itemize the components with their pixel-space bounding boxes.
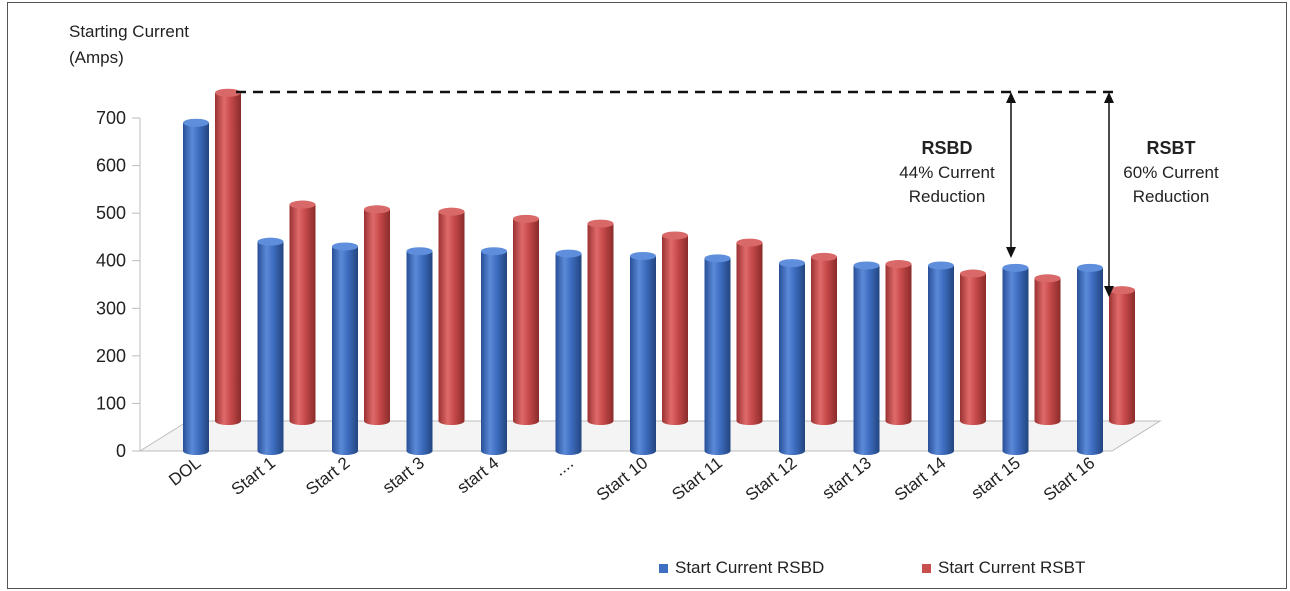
bars-group <box>183 88 1135 455</box>
x-tick-label: start 4 <box>454 453 503 497</box>
bar-rsbd <box>555 249 582 455</box>
bar-rsbt <box>513 214 539 425</box>
y-tick-label: 500 <box>96 203 126 223</box>
y-axis-title-line1: Starting Current <box>69 22 189 41</box>
rsbd-annotation-line2: Reduction <box>909 187 986 206</box>
x-tick-label: Start 16 <box>1040 453 1099 505</box>
bar-rsbt <box>662 231 688 425</box>
bar-rsbt <box>438 207 465 425</box>
x-tick-label: Start 2 <box>302 453 353 499</box>
bar-rsbd <box>704 254 731 455</box>
bar-rsbt <box>960 269 986 425</box>
bar-rsbd <box>332 242 358 455</box>
legend: Start Current RSBD Start Current RSBT <box>659 558 1085 577</box>
x-tick-label: start 3 <box>379 453 428 497</box>
rsbt-annotation-title: RSBT <box>1147 138 1196 158</box>
chart-frame: Starting Current (Amps) 0 100 200 300 400 500… <box>7 2 1287 589</box>
x-tick-label: Start 10 <box>593 453 652 505</box>
x-tick-label: DOL <box>165 453 204 490</box>
rsbd-reduction-arrow <box>1006 92 1016 258</box>
x-tick-label: start 13 <box>819 453 875 503</box>
bar-rsbd <box>779 259 805 455</box>
rsbd-annotation-line1: 44% Current <box>899 163 995 182</box>
x-tick-label: Start 11 <box>668 453 726 504</box>
y-tick-label: 300 <box>96 298 126 318</box>
bar-rsbt <box>1109 286 1135 425</box>
bar-rsbt <box>364 205 390 425</box>
y-tick-label: 0 <box>116 441 126 461</box>
rsbd-annotation-title: RSBD <box>921 138 972 158</box>
bar-rsbd <box>406 247 433 455</box>
bar-rsbt <box>289 200 316 425</box>
bar-rsbt <box>1034 274 1061 425</box>
legend-label-rsbd: Start Current RSBD <box>675 558 824 577</box>
y-tick-label: 200 <box>96 346 126 366</box>
bar-rsbd <box>853 261 880 455</box>
rsbt-annotation-line2: Reduction <box>1133 187 1210 206</box>
legend-swatch-rsbd <box>659 564 668 573</box>
bar-rsbt <box>587 219 614 425</box>
y-tick-label: 400 <box>96 251 126 271</box>
bar-rsbt <box>736 238 763 425</box>
bar-rsbd <box>183 118 209 455</box>
y-tick-label: 700 <box>96 108 126 128</box>
bar-rsbd <box>1077 263 1103 455</box>
y-ticks: 0 100 200 300 400 500 600 700 <box>96 108 140 461</box>
rsbt-annotation-line1: 60% Current <box>1123 163 1219 182</box>
x-labels: DOL Start 1 Start 2 start 3 start 4.... Start… <box>165 453 1098 505</box>
x-tick-label: Start 14 <box>891 453 950 505</box>
bar-rsbd <box>257 237 284 455</box>
bar-rsbt <box>811 252 837 425</box>
bar-rsbd <box>1002 263 1029 455</box>
bar-rsbd <box>481 247 507 455</box>
bar-rsbd <box>630 251 656 455</box>
chart-canvas: Starting Current (Amps) 0 100 200 300 400 500… <box>69 22 1219 577</box>
legend-label-rsbt: Start Current RSBT <box>938 558 1085 577</box>
x-tick-label: Start 12 <box>742 453 801 505</box>
rsbt-reduction-arrow <box>1104 92 1114 297</box>
x-tick-label: start 15 <box>968 453 1024 503</box>
bar-rsbt <box>885 260 912 425</box>
legend-swatch-rsbt <box>922 564 931 573</box>
bar-rsbt <box>215 88 241 425</box>
y-tick-label: 100 <box>96 393 126 413</box>
bar-rsbd <box>928 261 954 455</box>
x-tick-label: Start 1 <box>228 453 279 499</box>
y-tick-label: 600 <box>96 156 126 176</box>
x-tick-label: .... <box>550 453 577 480</box>
y-axis-title-line2: (Amps) <box>69 48 124 67</box>
